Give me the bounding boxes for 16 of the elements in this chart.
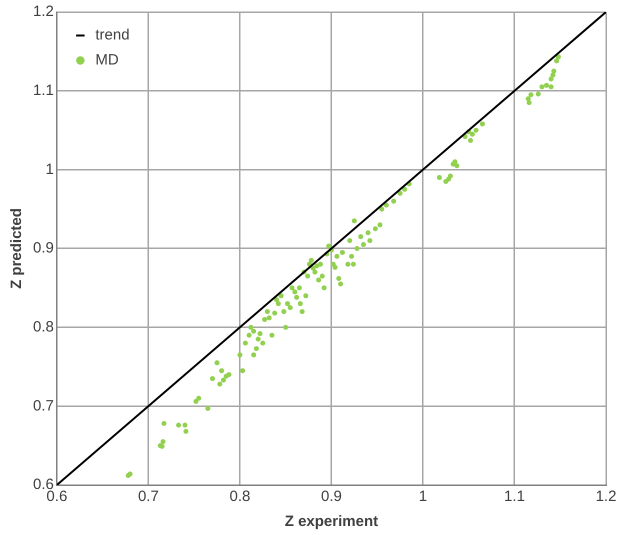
x-tick-label: 0.9 [320, 488, 342, 506]
y-tick-label: 1 [46, 160, 54, 178]
x-tick-label: 1.1 [504, 488, 525, 506]
legend-label: trend [95, 26, 130, 44]
y-tick-label: 1.2 [32, 3, 54, 20]
x-tick-label: 0.8 [229, 488, 250, 506]
y-tick-label: 0.7 [32, 397, 54, 414]
x-tick-label: 1.2 [596, 488, 616, 506]
y-tick-label: 0.9 [32, 240, 54, 257]
legend-label: MD [95, 52, 119, 69]
x-tick-label: 0.7 [138, 488, 159, 506]
y-tick-label: 0.8 [32, 318, 54, 336]
y-tick-label: 1.1 [32, 82, 54, 99]
y-axis-title: Z predicted [8, 208, 26, 289]
x-axis-title: Z experiment [284, 513, 378, 530]
x-tick-label: 1 [418, 488, 428, 506]
